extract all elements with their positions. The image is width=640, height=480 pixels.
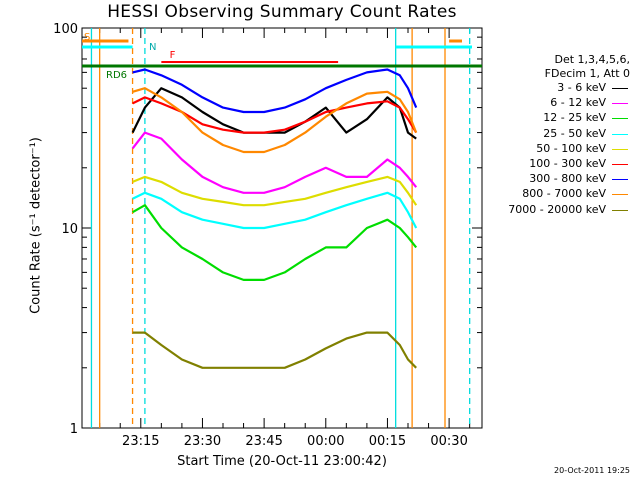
legend-entry-label: 100 - 300 keV [529, 157, 606, 170]
legend-entry-swatch [612, 103, 628, 105]
legend-entry: 300 - 800 keV [480, 172, 630, 186]
legend-entry-swatch [612, 209, 628, 211]
series-line [132, 331, 417, 369]
legend-entry: 7000 - 20000 keV [480, 203, 630, 217]
x-tick-label: 23:30 [184, 434, 221, 449]
legend-entry-swatch [612, 148, 628, 150]
legend-entry-label: 50 - 100 keV [536, 141, 606, 155]
legend-entry: 100 - 300 keV [480, 157, 630, 171]
legend-entry: 12 - 25 keV [480, 111, 630, 125]
x-tick-label: 00:00 [307, 434, 344, 449]
legend-entry-label: 12 - 25 keV [543, 111, 606, 125]
legend-entry-swatch [612, 133, 628, 135]
series-line [132, 204, 418, 281]
series-line [132, 175, 418, 207]
legend-entry-swatch [612, 88, 628, 89]
series-line [132, 191, 418, 230]
x-tick-label: 00:15 [369, 434, 406, 449]
rd6-marker-label: RD6 [106, 70, 127, 81]
legend-entry: 25 - 50 keV [480, 127, 630, 141]
series-line [131, 87, 417, 140]
x-tick-label: 23:45 [245, 434, 282, 449]
x-axis-label: Start Time (20-Oct-11 23:00:42) [177, 454, 387, 469]
y-tick-label: 1 [70, 422, 78, 437]
y-axis-label: Count Rate (s⁻¹ detector⁻¹) [28, 137, 44, 314]
legend-entry-label: 7000 - 20000 keV [508, 202, 606, 216]
legend-entry-label: 3 - 6 keV [557, 81, 606, 94]
night-marker-label: N [149, 42, 156, 53]
legend-entry-label: 300 - 800 keV [529, 172, 606, 186]
legend-entry-swatch [612, 118, 628, 120]
legend-entry-label: 800 - 7000 keV [522, 187, 606, 201]
series-line [132, 87, 418, 154]
legend-entry: 6 - 12 keV [480, 96, 630, 110]
legend-entry-swatch [612, 164, 628, 165]
flare-marker-label: F [170, 50, 176, 61]
y-tick-label: 100 [53, 22, 78, 37]
y-tick-label: 10 [61, 222, 78, 237]
legend-header-detectors: Det 1,3,4,5,6, [554, 53, 630, 66]
legend-entry-swatch [612, 194, 628, 196]
series-line [132, 96, 418, 134]
legend-entry-label: 6 - 12 keV [550, 96, 606, 110]
series-line [131, 131, 418, 194]
legend-entry: 3 - 6 keV [480, 81, 630, 95]
saa-marker-label: S [84, 32, 90, 43]
chart-title: HESSI Observing Summary Count Rates [107, 2, 457, 22]
x-tick-label: 00:30 [430, 434, 467, 449]
legend-entry: 50 - 100 keV [480, 142, 630, 156]
legend-entry-swatch [612, 179, 628, 181]
legend-entry-label: 25 - 50 keV [543, 126, 606, 140]
footer-timestamp: 20-Oct-2011 19:25 [554, 466, 630, 475]
legend-header-fdecim: FDecim 1, Att 0 [544, 67, 630, 80]
legend-entry: 800 - 7000 keV [480, 187, 630, 201]
x-tick-label: 23:15 [122, 434, 159, 449]
series-line [132, 68, 418, 114]
